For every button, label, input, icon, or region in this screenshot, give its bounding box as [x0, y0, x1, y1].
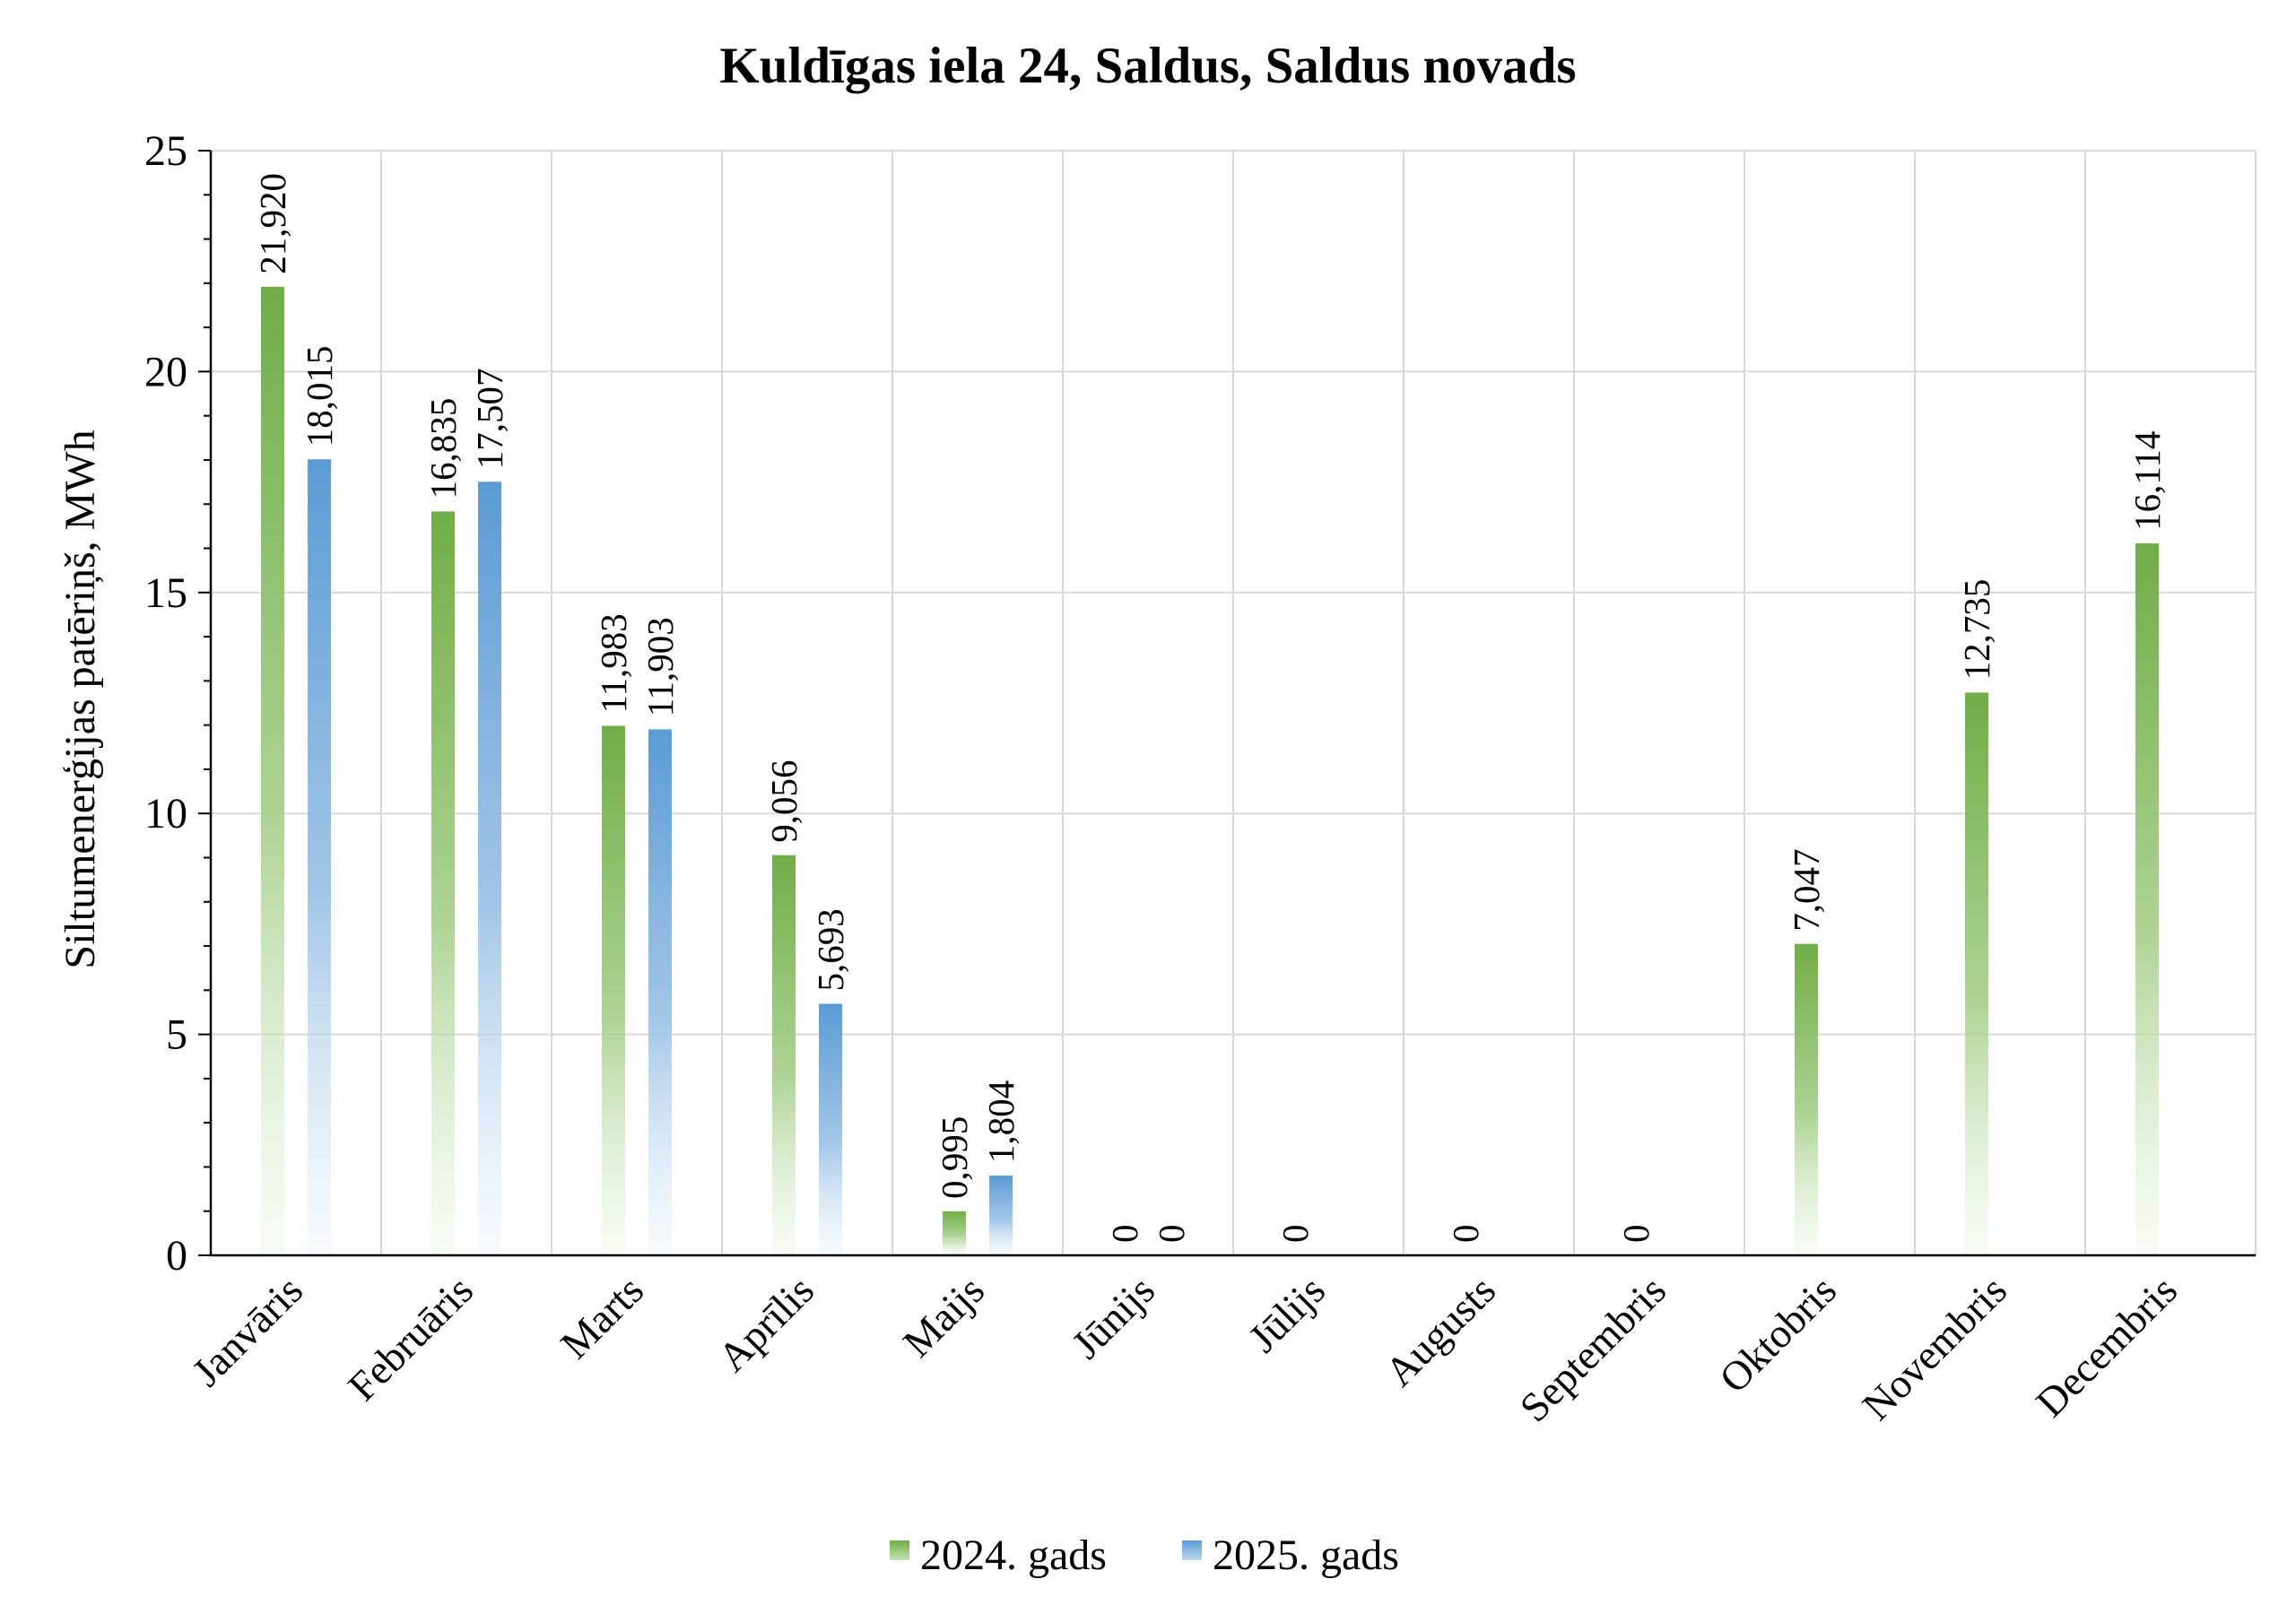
bar-1-3 — [819, 1003, 842, 1255]
y-tick-label: 10 — [144, 790, 187, 837]
x-tick-label: Aprīlis — [709, 1267, 822, 1380]
bar-0-3 — [772, 855, 796, 1255]
data-label-0-6: 0 — [1274, 1225, 1316, 1244]
bars — [261, 286, 2159, 1255]
data-label-0-0: 21,920 — [252, 173, 293, 274]
bar-1-0 — [308, 459, 331, 1255]
data-label-0-9: 7,047 — [1786, 848, 1827, 931]
x-tick-label: Februāris — [339, 1267, 482, 1410]
data-label-0-5: 0 — [1104, 1225, 1145, 1244]
bar-0-1 — [431, 511, 455, 1255]
bar-0-10 — [1965, 692, 1988, 1255]
data-label-0-7: 0 — [1445, 1225, 1486, 1244]
chart-title: Kuldīgas iela 24, Saldus, Saldus novads — [719, 38, 1576, 94]
gridlines — [211, 150, 2257, 1255]
x-tick-label: Maijs — [894, 1267, 993, 1366]
bar-0-4 — [943, 1210, 966, 1255]
x-tick-label: Novembris — [1853, 1267, 2015, 1429]
data-label-0-8: 0 — [1615, 1225, 1657, 1244]
x-tick-label: Janvāris — [183, 1267, 311, 1395]
bar-1-1 — [478, 482, 501, 1255]
legend-swatch-2024 — [890, 1540, 909, 1560]
x-tick-label: Jūlijs — [1239, 1267, 1334, 1361]
bar-1-4 — [989, 1176, 1013, 1255]
data-label-0-4: 0,995 — [934, 1116, 975, 1199]
y-tick-label: 5 — [166, 1011, 187, 1059]
data-label-1-1: 17,507 — [469, 369, 510, 470]
bar-0-11 — [2135, 542, 2159, 1255]
bar-0-2 — [602, 725, 625, 1255]
y-tick-label: 15 — [144, 569, 187, 617]
data-label-1-5: 0 — [1151, 1225, 1192, 1244]
x-tick-label: Augusts — [1376, 1267, 1504, 1395]
legend-label-2025: 2025. gads — [1213, 1532, 1399, 1579]
x-tick-label: Oktobris — [1710, 1267, 1845, 1401]
data-label-0-10: 12,735 — [1956, 579, 1997, 681]
bar-0-9 — [1795, 943, 1818, 1255]
x-tick-label: Jūnijs — [1063, 1267, 1163, 1367]
data-label-1-3: 5,693 — [810, 908, 851, 991]
legend-swatch-2025 — [1182, 1540, 1202, 1560]
y-tick-label: 25 — [144, 127, 187, 175]
x-tick-label: Septembris — [1511, 1267, 1674, 1430]
data-label-0-2: 11,983 — [593, 613, 634, 713]
bar-1-2 — [648, 729, 672, 1255]
x-tick-label: Decembris — [2027, 1267, 2186, 1426]
y-tick-label: 20 — [144, 348, 187, 395]
data-label-1-2: 11,903 — [639, 617, 681, 716]
y-tick-label: 0 — [166, 1232, 187, 1280]
bar-0-0 — [261, 286, 284, 1255]
legend: 2024. gads 2025. gads — [890, 1532, 1399, 1579]
data-label-0-3: 9,056 — [763, 759, 804, 842]
data-label-1-4: 1,804 — [980, 1080, 1022, 1163]
data-label-0-1: 16,835 — [422, 398, 464, 499]
y-tick-labels: 0 5 10 15 20 25 — [144, 127, 187, 1280]
x-tick-labels: Janvāris Februāris Marts Aprīlis Maijs Jūnijs… — [183, 1267, 2186, 1430]
x-tick-label: Marts — [552, 1267, 652, 1367]
data-label-1-0: 18,015 — [299, 345, 340, 447]
axes — [198, 150, 2256, 1257]
legend-label-2024: 2024. gads — [920, 1532, 1107, 1579]
data-label-0-11: 16,114 — [2126, 431, 2168, 531]
y-axis-title: Siltumenerģijas patēriņš, MWh — [57, 430, 104, 968]
